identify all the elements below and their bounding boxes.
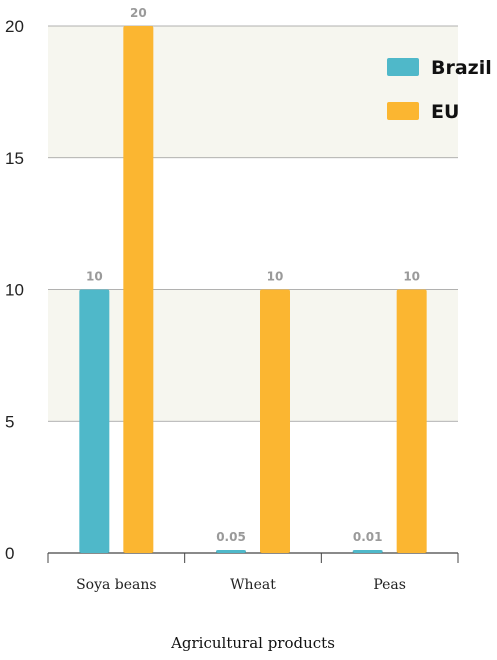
data-label: 0.05 (216, 530, 246, 544)
y-tick-label: 0 (5, 544, 14, 563)
bar-eu (123, 26, 154, 553)
bar-brazil (352, 550, 383, 553)
grid-band (48, 26, 458, 158)
grid-bands (48, 26, 458, 422)
bars: 10 20 0.05 10 0.01 10 (79, 6, 427, 553)
y-tick-label: 15 (5, 149, 24, 168)
y-tick-label: 20 (5, 17, 24, 36)
x-axis: Soya beans Wheat Peas (47, 553, 459, 593)
data-label: 10 (86, 270, 103, 284)
data-label: 10 (267, 270, 284, 284)
x-category-label: Wheat (230, 577, 276, 593)
bar-eu (396, 289, 427, 553)
y-axis-ticks: 0 5 10 15 20 (5, 17, 24, 563)
gridlines (48, 25, 458, 554)
x-category-label: Peas (373, 577, 406, 593)
x-category-label: Soya beans (76, 577, 157, 593)
legend: Brazil EU (387, 57, 492, 123)
y-tick-label: 5 (5, 412, 14, 431)
bar-brazil (216, 550, 246, 553)
data-label: 0.01 (353, 530, 383, 544)
legend-swatch (387, 102, 419, 120)
data-label: 20 (130, 6, 147, 20)
legend-label: EU (431, 101, 459, 123)
y-tick-label: 10 (5, 281, 24, 300)
bar-brazil (79, 289, 110, 553)
grid-band (48, 289, 458, 422)
legend-swatch (387, 58, 419, 76)
bar-eu (260, 289, 290, 553)
data-label: 10 (403, 270, 420, 284)
x-axis-label: Agricultural products (170, 634, 335, 652)
legend-label: Brazil (431, 57, 492, 79)
